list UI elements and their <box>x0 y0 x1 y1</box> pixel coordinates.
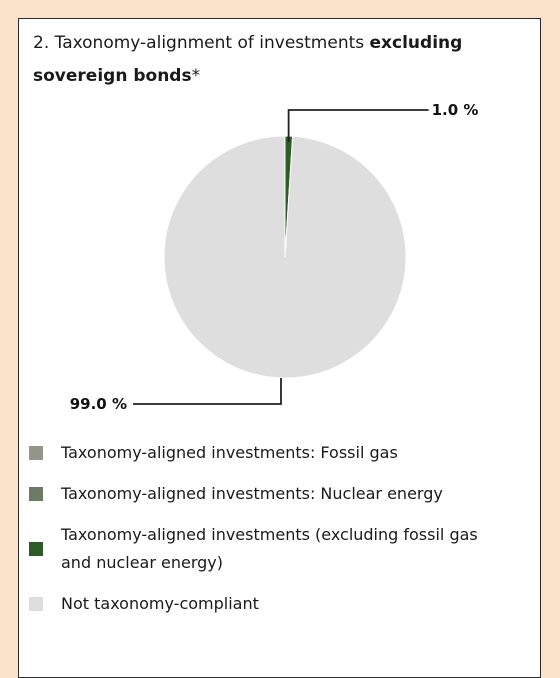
chart-title-suffix: * <box>191 66 201 86</box>
legend-swatch-taxonomy-aligned <box>29 542 43 556</box>
legend-label-nuclear-energy: Taxonomy-aligned investments: Nuclear en… <box>61 484 443 503</box>
chart-title: 2. Taxonomy-alignment of investments exc… <box>33 27 503 93</box>
legend-label-fossil-gas: Taxonomy-aligned investments: Fossil gas <box>61 443 398 462</box>
pie-slice-3 <box>163 135 407 379</box>
chart-panel: 2. Taxonomy-alignment of investments exc… <box>18 18 541 678</box>
legend-item-not-compliant: Not taxonomy-compliant <box>29 590 529 618</box>
legend-item-fossil-gas: Taxonomy-aligned investments: Fossil gas <box>29 439 529 467</box>
data-label-0: 1.0 % <box>432 101 479 119</box>
data-label-1: 99.0 % <box>70 395 127 413</box>
legend-item-taxonomy-aligned: Taxonomy-aligned investments (excluding … <box>29 521 529 577</box>
leader-line-0 <box>287 109 429 143</box>
chart-title-prefix: 2. Taxonomy-alignment of investments <box>33 33 370 53</box>
chart-title-bold: excluding sovereign bonds <box>33 33 463 86</box>
leader-line-1 <box>133 378 282 405</box>
pie-chart: 1.0 % 99.0 % <box>70 101 479 413</box>
legend-label-taxonomy-aligned: Taxonomy-aligned investments (excluding … <box>61 525 478 572</box>
legend-swatch-not-compliant <box>29 597 43 611</box>
legend-item-nuclear-energy: Taxonomy-aligned investments: Nuclear en… <box>29 480 529 508</box>
legend-swatch-fossil-gas <box>29 446 43 460</box>
legend-swatch-nuclear-energy <box>29 487 43 501</box>
legend-label-not-compliant: Not taxonomy-compliant <box>61 594 259 613</box>
legend: Taxonomy-aligned investments: Fossil gas… <box>29 439 529 631</box>
